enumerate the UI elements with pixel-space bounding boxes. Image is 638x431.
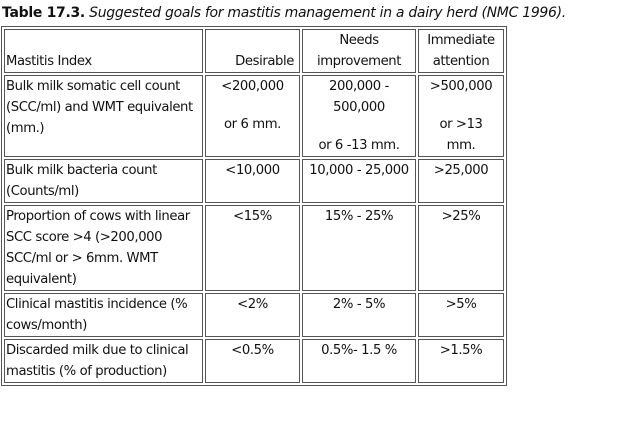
- cell-desirable: <10,000: [205, 159, 300, 203]
- cell-index: Clinical mastitis incidence (% cows/mont…: [4, 293, 203, 337]
- table-row: Bulk milk somatic cell count (SCC/ml) an…: [4, 75, 504, 157]
- cell-needs: 2% - 5%: [302, 293, 416, 337]
- header-mastitis-index: Mastitis Index: [4, 29, 203, 73]
- cell-desirable: <2%: [205, 293, 300, 337]
- cell-line: or 6 mm.: [224, 117, 281, 132]
- cell-line: 200,000 -: [329, 79, 389, 94]
- cell-line: mm.: [446, 138, 476, 153]
- cell-immediate: >25,000: [418, 159, 504, 203]
- cell-line: or 6 -13 mm.: [318, 138, 400, 153]
- cell-index: Bulk milk somatic cell count (SCC/ml) an…: [4, 75, 203, 157]
- cell-index: Bulk milk bacteria count (Counts/ml): [4, 159, 203, 203]
- header-immediate-attention: Immediate attention: [418, 29, 504, 73]
- header-line: attention: [432, 54, 490, 69]
- cell-index: Discarded milk due to clinical mastitis …: [4, 339, 203, 383]
- cell-immediate: >25%: [418, 205, 504, 291]
- table-caption: Table 17.3. Suggested goals for mastitis…: [2, 4, 566, 22]
- cell-needs: 0.5%- 1.5 %: [302, 339, 416, 383]
- cell-immediate: >500,000 or >13 mm.: [418, 75, 504, 157]
- cell-needs: 15% - 25%: [302, 205, 416, 291]
- cell-line: >500,000: [429, 79, 493, 94]
- header-needs-improvement: Needs improvement: [302, 29, 416, 73]
- mastitis-goals-table: Mastitis Index Desirable Needs improvemen…: [1, 26, 507, 386]
- header-desirable: Desirable: [205, 29, 300, 73]
- caption-text: Suggested goals for mastitis management …: [89, 5, 566, 21]
- table-row: Discarded milk due to clinical mastitis …: [4, 339, 504, 383]
- cell-line: 500,000: [333, 100, 385, 115]
- cell-line: or >13: [439, 117, 483, 132]
- table-row: Proportion of cows with linear SCC score…: [4, 205, 504, 291]
- cell-desirable: <15%: [205, 205, 300, 291]
- cell-immediate: >5%: [418, 293, 504, 337]
- cell-needs: 10,000 - 25,000: [302, 159, 416, 203]
- header-line: Needs: [339, 33, 379, 48]
- cell-immediate: >1.5%: [418, 339, 504, 383]
- cell-desirable: <0.5%: [205, 339, 300, 383]
- table-row: Bulk milk bacteria count (Counts/ml) <10…: [4, 159, 504, 203]
- table-row: Clinical mastitis incidence (% cows/mont…: [4, 293, 504, 337]
- header-line: improvement: [316, 54, 402, 69]
- cell-desirable: <200,000 or 6 mm.: [205, 75, 300, 157]
- cell-needs: 200,000 - 500,000 or 6 -13 mm.: [302, 75, 416, 157]
- header-line: Immediate: [427, 33, 495, 48]
- cell-index: Proportion of cows with linear SCC score…: [4, 205, 203, 291]
- cell-line: <200,000: [221, 79, 284, 94]
- caption-label: Table 17.3.: [2, 5, 85, 21]
- header-row: Mastitis Index Desirable Needs improvemen…: [4, 29, 504, 73]
